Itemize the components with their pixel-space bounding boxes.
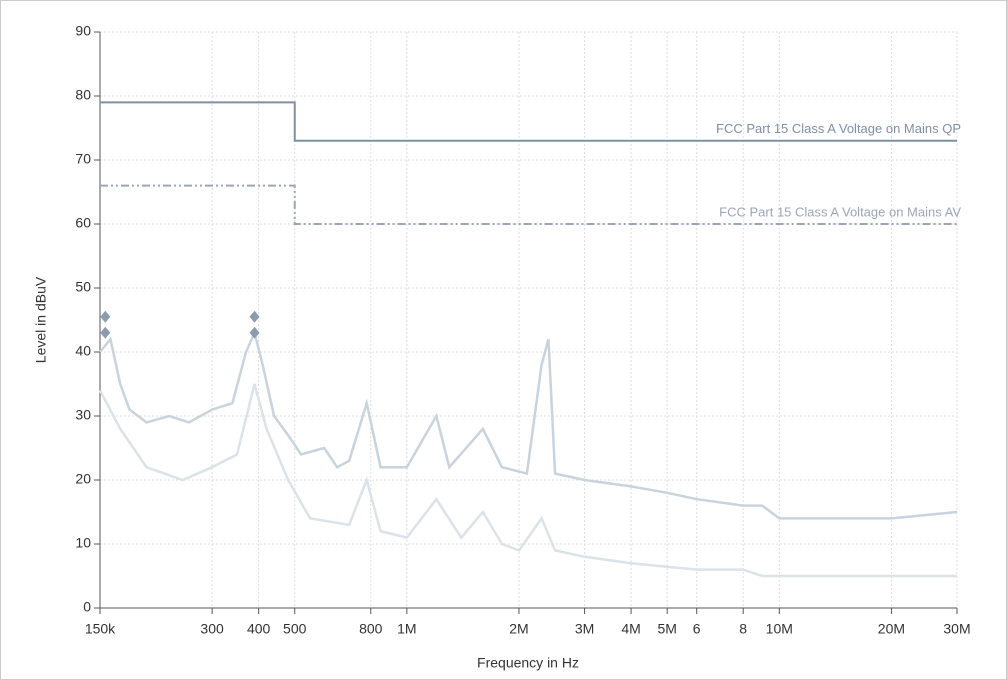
x-tick-label: 20M <box>878 621 905 637</box>
marker <box>249 326 260 339</box>
y-tick-label: 50 <box>75 279 91 295</box>
x-tick-label: 10M <box>766 621 793 637</box>
x-tick-label: 1M <box>397 621 416 637</box>
marker <box>100 310 111 323</box>
x-tick-label: 6 <box>693 621 701 637</box>
x-tick-label: 400 <box>247 621 271 637</box>
marker <box>249 310 260 323</box>
limit-line <box>100 184 957 225</box>
limit-label: FCC Part 15 Class A Voltage on Mains QP <box>716 121 961 136</box>
y-tick-label: 20 <box>75 471 91 487</box>
trace-line <box>98 383 957 578</box>
trace-line <box>99 328 958 520</box>
x-tick-label: 5M <box>657 621 676 637</box>
x-tick-label: 4M <box>621 621 640 637</box>
x-tick-label: 3M <box>575 621 594 637</box>
plot-area <box>100 32 957 608</box>
y-tick-label: 40 <box>75 343 91 359</box>
x-tick-label: 800 <box>359 621 383 637</box>
y-tick-label: 0 <box>83 599 91 615</box>
y-tick-label: 80 <box>75 87 91 103</box>
x-tick-label: 500 <box>283 621 307 637</box>
x-tick-label: 8 <box>739 621 747 637</box>
y-tick-label: 30 <box>75 407 91 423</box>
x-tick-label: 150k <box>85 621 116 637</box>
x-axis-label: Frequency in Hz <box>477 655 579 671</box>
y-tick-label: 70 <box>75 151 91 167</box>
x-tick-label: 30M <box>943 621 970 637</box>
y-tick-label: 60 <box>75 215 91 231</box>
limit-label: FCC Part 15 Class A Voltage on Mains AV <box>719 204 961 219</box>
x-tick-label: 300 <box>200 621 224 637</box>
y-tick-label: 10 <box>75 535 91 551</box>
marker <box>100 326 111 339</box>
y-tick-label: 90 <box>75 23 91 39</box>
x-tick-label: 2M <box>509 621 528 637</box>
limit-line <box>100 101 957 142</box>
y-axis-label: Level in dBuV <box>33 276 49 363</box>
